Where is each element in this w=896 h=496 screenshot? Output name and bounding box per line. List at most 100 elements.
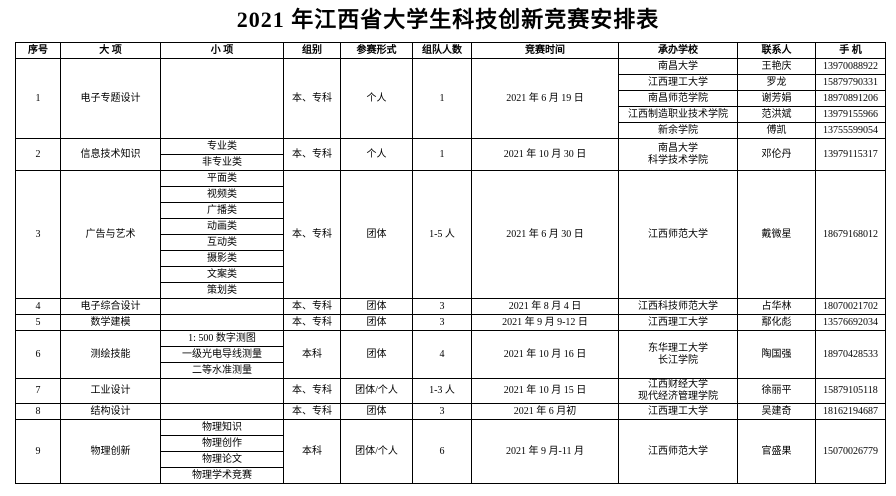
school-line: 江西理工大学 — [648, 316, 708, 328]
sub-item: 平面类 — [160, 170, 284, 187]
contact: 邓伦丹 — [737, 138, 816, 171]
form: 团体/个人 — [340, 419, 413, 484]
category: 电子综合设计 — [60, 298, 161, 315]
school-line: 江西师范大学 — [648, 228, 708, 240]
category: 电子专题设计 — [60, 58, 161, 139]
school-line: 江西师范大学 — [648, 445, 708, 457]
school-line: 南昌大学 — [658, 142, 698, 154]
category: 广告与艺术 — [60, 170, 161, 299]
sub-item: 物理论文 — [160, 451, 284, 468]
group: 本科 — [283, 419, 341, 484]
school-line: 江西财经大学 — [648, 379, 708, 391]
sub-item: 广播类 — [160, 202, 284, 219]
header-cell: 联系人 — [737, 42, 816, 59]
contact: 罗龙 — [737, 74, 816, 91]
date: 2021 年 6 月 19 日 — [471, 58, 619, 139]
contact: 傅凯 — [737, 122, 816, 139]
host-school: 江西师范大学 — [618, 419, 738, 484]
host-school: 南昌大学 科学技术学院 — [618, 138, 738, 171]
sub-item-empty — [160, 314, 284, 331]
phone: 13979155966 — [815, 106, 886, 123]
contact: 王艳庆 — [737, 58, 816, 75]
table-row: 5 数学建模 本、专科 团体 3 2021 年 9 月 9-12 日 江西理工大学 鄢化彪 13… — [15, 314, 886, 331]
number: 7 — [15, 378, 61, 404]
group: 本、专科 — [283, 298, 341, 315]
header-cell: 小 项 — [160, 42, 284, 59]
header-cell: 竞赛时间 — [471, 42, 619, 59]
title: 2021 年江西省大学生科技创新竞赛安排表 — [236, 7, 660, 32]
contact: 陶国强 — [737, 330, 816, 379]
sub-item: 文案类 — [160, 266, 284, 283]
school-line: 南昌师范学院 — [648, 92, 708, 104]
number: 8 — [15, 403, 61, 420]
header-row: 序号大 项小 项组别 参赛形式 组队人数 竞赛时间 承办学校 联系人手 机 — [15, 42, 886, 59]
contact: 徐丽平 — [737, 378, 816, 404]
group: 本、专科 — [283, 58, 341, 139]
date: 2021 年 10 月 15 日 — [471, 378, 619, 404]
contact: 官盛果 — [737, 419, 816, 484]
sub-item-empty — [160, 403, 284, 420]
table-row: 新余学院 傅凯 13755599054 — [16, 122, 886, 139]
category: 数学建模 — [60, 314, 161, 331]
size: 4 — [412, 330, 472, 379]
category: 物理创新 — [60, 419, 161, 484]
form: 个人 — [340, 138, 413, 171]
header-cell: 组队人数 — [412, 42, 472, 59]
phone: 18970428533 — [815, 330, 886, 379]
form: 团体 — [340, 314, 413, 331]
sub-item: 非专业类 — [160, 154, 284, 171]
table-row: 江西理工大学 罗龙 15879790331 — [16, 74, 886, 91]
phone: 18679168012 — [815, 170, 886, 299]
school-line: 新余学院 — [658, 124, 698, 136]
table-body: 1 电子专题设计 本、专科 个人 1 2021 年 6 月 19 日南昌大学 王艳庆 1397… — [15, 58, 886, 484]
size: 1-5 人 — [412, 170, 472, 299]
host-school: 江西理工大学 — [618, 314, 738, 331]
school-line: 江西理工大学 — [648, 405, 708, 417]
phone: 13979115317 — [815, 138, 886, 171]
host-school: 新余学院 — [618, 122, 738, 139]
host-school: 江西财经大学 现代经济管理学院 — [618, 378, 738, 404]
sub-item: 互动类 — [160, 234, 284, 251]
table-row: 江西制造职业技术学院 范洪斌 13979155966 — [16, 106, 886, 123]
contact: 吴建奇 — [737, 403, 816, 420]
table-row: 8 结构设计 本、专科 团体 3 2021 年 6 月初 江西理工大学 吴建奇 18162194… — [15, 403, 886, 420]
contact: 谢芳娟 — [737, 90, 816, 107]
group: 本、专科 — [283, 170, 341, 299]
school-line: 长江学院 — [658, 354, 698, 366]
schedule-table: 序号大 项小 项组别 参赛形式 组队人数 竞赛时间 承办学校 联系人手 机 1 电子专题设计… — [15, 42, 886, 484]
sub-item: 一级光电导线测量 — [160, 346, 284, 363]
group: 本、专科 — [283, 403, 341, 420]
date: 2021 年 9 月 9-12 日 — [471, 314, 619, 331]
size: 3 — [412, 314, 472, 331]
phone: 18070021702 — [815, 298, 886, 315]
contact: 鄢化彪 — [737, 314, 816, 331]
size: 1 — [412, 58, 472, 139]
sub-item: 1: 500 数字测图 — [160, 330, 284, 347]
size: 1 — [412, 138, 472, 171]
school-line: 东华理工大学 — [648, 342, 708, 354]
size: 3 — [412, 403, 472, 420]
phone: 13755599054 — [815, 122, 886, 139]
phone: 18970891206 — [815, 90, 886, 107]
size: 3 — [412, 298, 472, 315]
contact: 范洪斌 — [737, 106, 816, 123]
number: 3 — [15, 170, 61, 299]
header-cell: 序号 — [15, 42, 61, 59]
sub-item: 视频类 — [160, 186, 284, 203]
host-school: 江西科技师范大学 — [618, 298, 738, 315]
phone: 15879105118 — [815, 378, 886, 404]
category: 工业设计 — [60, 378, 161, 404]
table-row: 6 测绘技能 1: 500 数字测图 本科 团体 4 2021 年 10 月 16 日东华理… — [15, 330, 886, 379]
form: 团体 — [340, 298, 413, 315]
header-cell: 组别 — [283, 42, 341, 59]
category: 信息技术知识 — [60, 138, 161, 171]
sub-item-empty — [160, 298, 284, 315]
table-row: 2 信息技术知识 专业类 本、专科 个人 1 2021 年 10 月 30 日南昌大学 科学技… — [15, 138, 886, 171]
header-cell: 参赛形式 — [340, 42, 413, 59]
date: 2021 年 10 月 16 日 — [471, 330, 619, 379]
form: 团体/个人 — [340, 378, 413, 404]
host-school: 南昌大学 — [618, 58, 738, 75]
number: 4 — [15, 298, 61, 315]
sub-item: 物理知识 — [160, 419, 284, 436]
phone: 13576692034 — [815, 314, 886, 331]
